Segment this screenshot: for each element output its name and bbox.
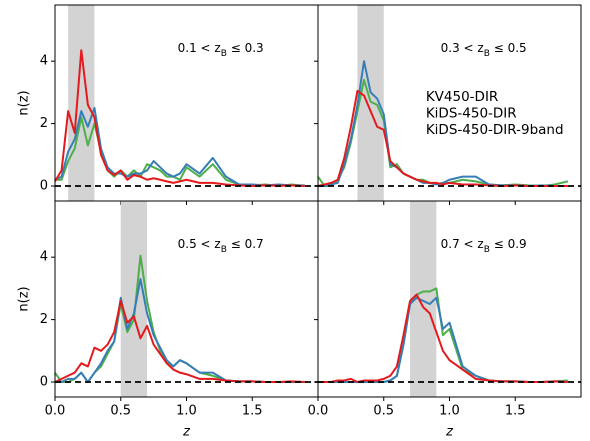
panel: 0 2 4 0.0 0.5 1.0 1.5 z n(z) 0.5 < zB ≤ 0.7 [17,200,319,440]
y-tick-label: 4 [40,250,48,265]
panel-annotation: 0.7 < zB ≤ 0.9 [441,237,527,255]
y-tick-label: 0 [40,179,48,194]
x-tick-label: 0.0 [45,404,66,419]
x-tick-label: 1.0 [176,404,197,419]
series-line [54,106,305,187]
panel-annotation: 0.1 < zB ≤ 0.3 [178,41,264,59]
axes-frame [317,200,582,398]
annotation-part: ≤ 0.5 [490,41,527,55]
series-line [54,299,305,384]
axes-frame [54,200,319,398]
annotation-part: B [221,49,227,59]
annotation-part: B [484,245,490,255]
x-tick-label: 0.0 [308,404,329,419]
panel-annotation: 0.3 < zB ≤ 0.5 [441,41,527,59]
x-axis-label: z [445,425,454,440]
panel: 0 2 4 n(z) 0.1 < zB ≤ 0.3 [17,4,319,205]
x-tick-label: 1.5 [505,404,526,419]
annotation-part: 0.7 < z [441,237,484,251]
panel-annotation: 0.5 < zB ≤ 0.7 [178,237,264,255]
series-line [55,278,305,384]
x-tick-label: 0.5 [373,404,394,419]
panel: 0.3 < zB ≤ 0.5 KV450-DIRKiDS-450-DIRKiDS-… [314,4,582,205]
series-line [54,254,305,384]
annotation-part: B [221,245,227,255]
annotation-part: 0.3 < z [441,41,484,55]
x-tick-label: 1.0 [439,404,460,419]
annotation-part: ≤ 0.7 [227,237,264,251]
legend-entry: KiDS-450-DIR [426,106,517,122]
series-line [318,287,568,384]
y-axis-label: n(z) [17,90,32,115]
series-line [317,89,568,188]
x-tick-label: 0.5 [110,404,131,419]
series-line [54,49,305,188]
x-tick-label: 1.5 [242,404,263,419]
y-tick-label: 4 [40,54,48,69]
y-tick-label: 2 [40,312,48,327]
series-line [318,296,568,384]
zb-range-band [120,201,148,397]
y-tick-label: 2 [40,116,48,131]
annotation-part: B [484,49,490,59]
legend-entry: KiDS-450-DIR-9band [426,122,564,138]
series-line [318,293,568,384]
panel: 0.0 0.5 1.0 1.5 z 0.7 < zB ≤ 0.9 [308,200,582,440]
y-axis-label: n(z) [17,286,32,311]
annotation-part: ≤ 0.9 [490,237,527,251]
annotation-part: 0.1 < z [178,41,221,55]
legend-entry: KV450-DIR [426,89,498,105]
y-tick-label: 0 [40,375,48,390]
annotation-part: ≤ 0.3 [227,41,264,55]
annotation-part: 0.5 < z [178,237,221,251]
x-axis-label: z [182,425,191,440]
zb-range-band [68,5,95,201]
